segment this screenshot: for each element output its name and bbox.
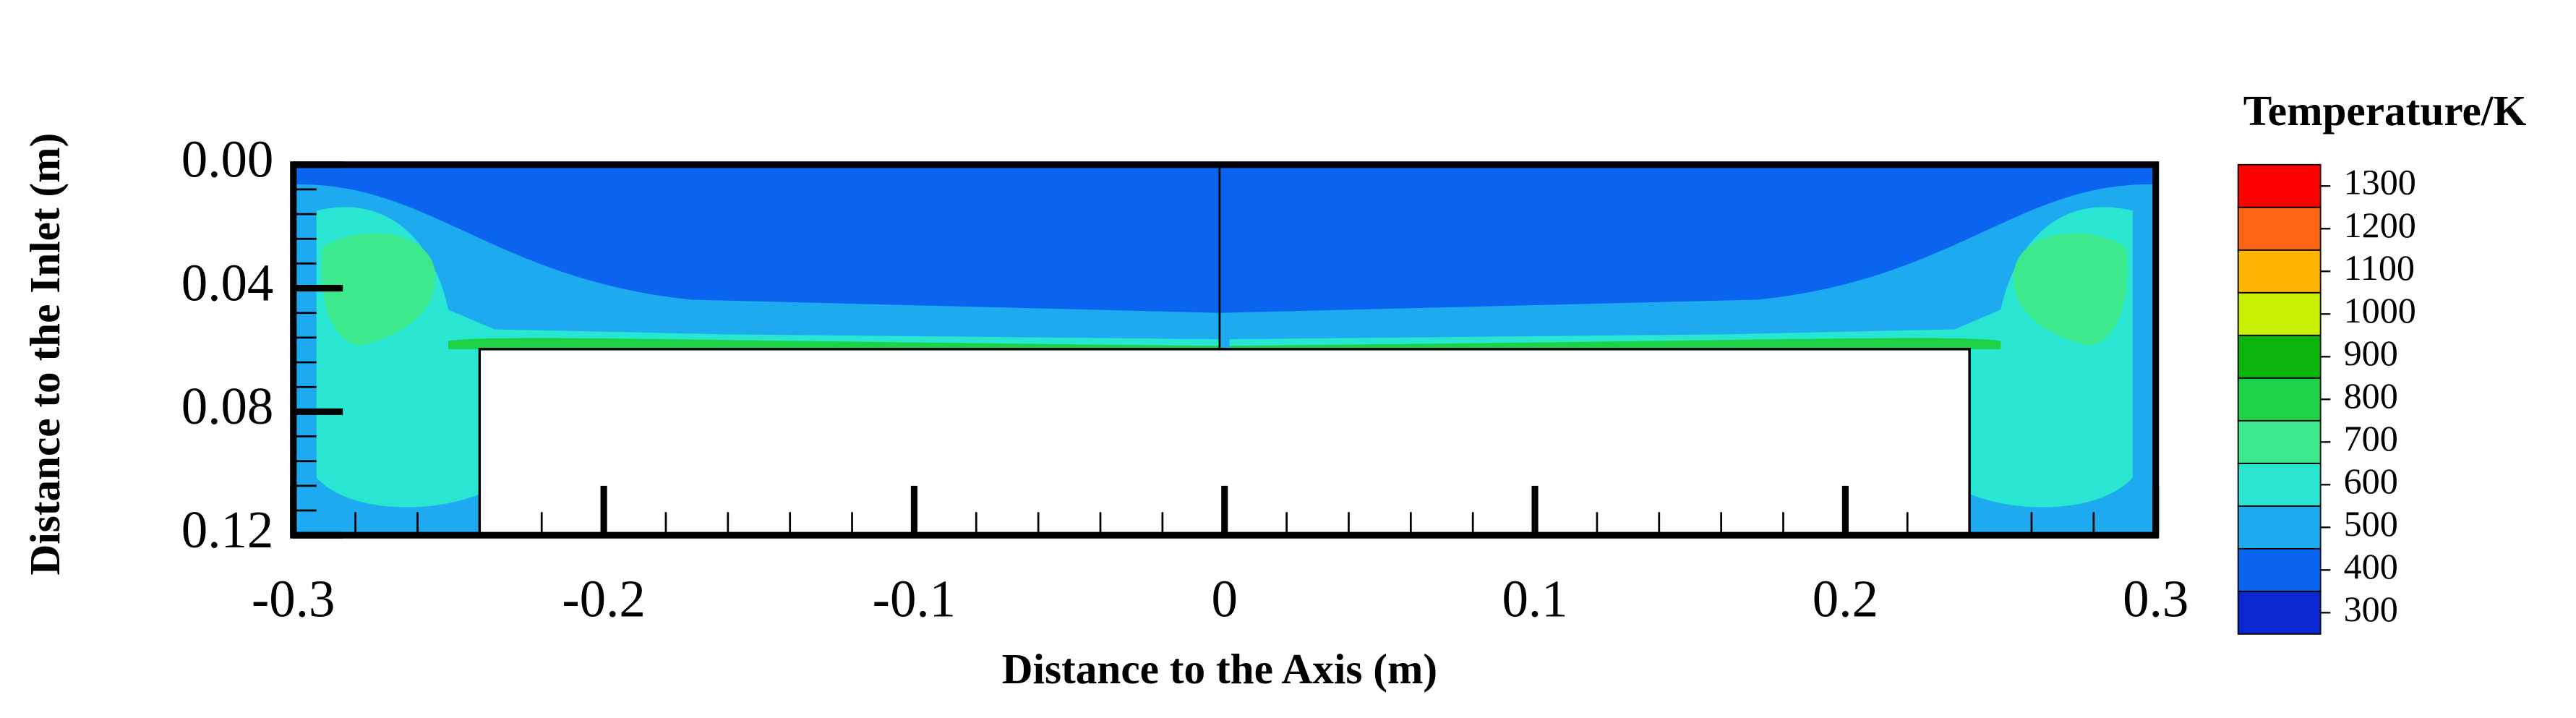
x-tick-label: -0.1 [873,570,956,628]
colorbar-tick-label: 1000 [2344,290,2416,330]
colorbar-tick-label: 800 [2344,375,2398,416]
y-axis-title: Distance to the Inlet (m) [21,133,69,576]
colorbar-tick-label: 1100 [2344,247,2415,288]
colorbar-band [2237,419,2322,464]
y-tick-label: 0.12 [181,500,274,559]
colorbar-tick-label: 500 [2344,503,2398,544]
colorbar-tick-label: 1300 [2344,162,2416,202]
contour-region [1229,338,2001,349]
colorbar-tick-label: 600 [2344,461,2398,501]
colorbar-band [2237,163,2322,208]
contour-region [1229,207,2133,508]
contour-region [321,233,436,346]
y-tick-label: 0.00 [181,130,274,189]
colorbar-tick-label: 700 [2344,418,2398,458]
colorbar-band [2237,206,2322,251]
colorbar-band [2237,590,2322,635]
colorbar-band [2237,547,2322,592]
colorbar-band [2237,505,2322,550]
colorbar-tick-label: 400 [2344,546,2398,586]
colorbar-band [2237,334,2322,379]
colorbar-band [2237,462,2322,507]
colorbar-band [2237,291,2322,336]
x-tick-label: -0.3 [252,570,335,628]
y-tick-label: 0.04 [181,253,274,312]
contour-region [448,338,1220,349]
x-tick-label: -0.2 [562,570,645,628]
y-tick-label: 0.08 [181,377,274,435]
colorbar-band [2237,249,2322,294]
colorbar-tick-label: 300 [2344,589,2398,629]
x-tick-label: 0.2 [1813,570,1878,628]
x-tick-label: 0.3 [2123,570,2188,628]
colorbar-tick-label: 1200 [2344,205,2416,245]
colorbar-tick-label: 900 [2344,333,2398,373]
x-tick-label: 0.1 [1502,570,1567,628]
colorbar-title: Temperature/K [2243,87,2527,134]
contour-region [2014,233,2128,346]
x-tick-label: 0 [1212,570,1238,628]
contour-region [316,207,1220,508]
x-axis-title: Distance to the Axis (m) [1002,645,1437,693]
colorbar-band [2237,377,2322,422]
